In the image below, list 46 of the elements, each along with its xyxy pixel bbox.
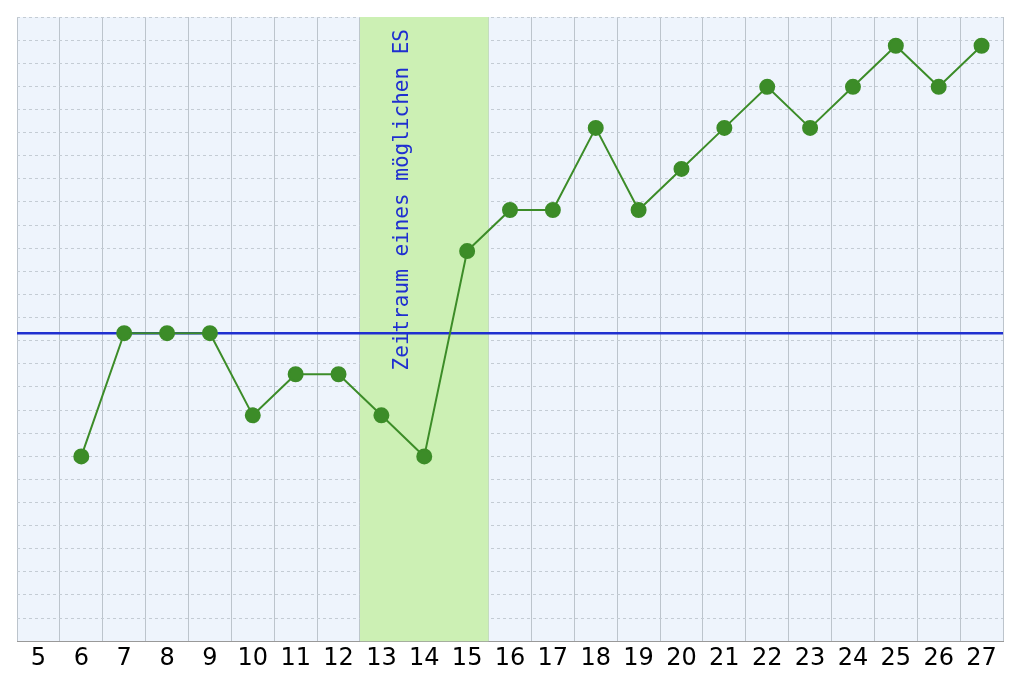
point [630,202,647,219]
x-tick-label: 7 [116,642,132,671]
x-tick-label: 18 [580,642,612,671]
point [116,325,133,342]
point [287,366,304,383]
x-tick-label: 27 [966,642,997,671]
x-tick-label: 14 [408,642,440,671]
x-tick-label: 11 [280,642,311,671]
x-tick-label: 21 [709,642,740,671]
x-tick-label: 6 [73,642,89,671]
point [416,448,433,465]
x-tick-label: 10 [237,642,269,671]
x-tick-label: 22 [751,642,783,671]
point [587,119,604,136]
point [673,160,690,177]
x-tick-label: 12 [323,642,354,671]
x-tick-label: 9 [202,642,218,671]
point [330,366,347,383]
x-tick-label: 13 [366,642,397,671]
point [159,325,176,342]
point [759,78,776,95]
point [244,407,261,424]
point [802,119,819,136]
x-tick-label: 26 [923,642,954,671]
x-tick-label: 19 [623,642,654,671]
point [887,37,904,54]
x-tick-label: 20 [666,642,697,671]
band-label: Zeitraum eines möglichen ES [389,29,414,371]
point [201,325,218,342]
point [373,407,390,424]
point [73,448,90,465]
x-tick-label: 16 [494,642,526,671]
point [930,78,947,95]
x-tick-label: 25 [880,642,912,671]
point [459,243,476,260]
x-tick-label: 15 [451,642,483,671]
x-tick-label: 24 [837,642,869,671]
point [544,202,561,219]
x-tick-label: 23 [794,642,826,671]
point [502,202,518,219]
point [844,78,861,95]
x-tick-label: 5 [30,642,47,671]
point [973,37,990,54]
x-tick-label: 8 [159,642,175,671]
x-tick-label: 17 [537,642,569,671]
point [716,119,733,136]
